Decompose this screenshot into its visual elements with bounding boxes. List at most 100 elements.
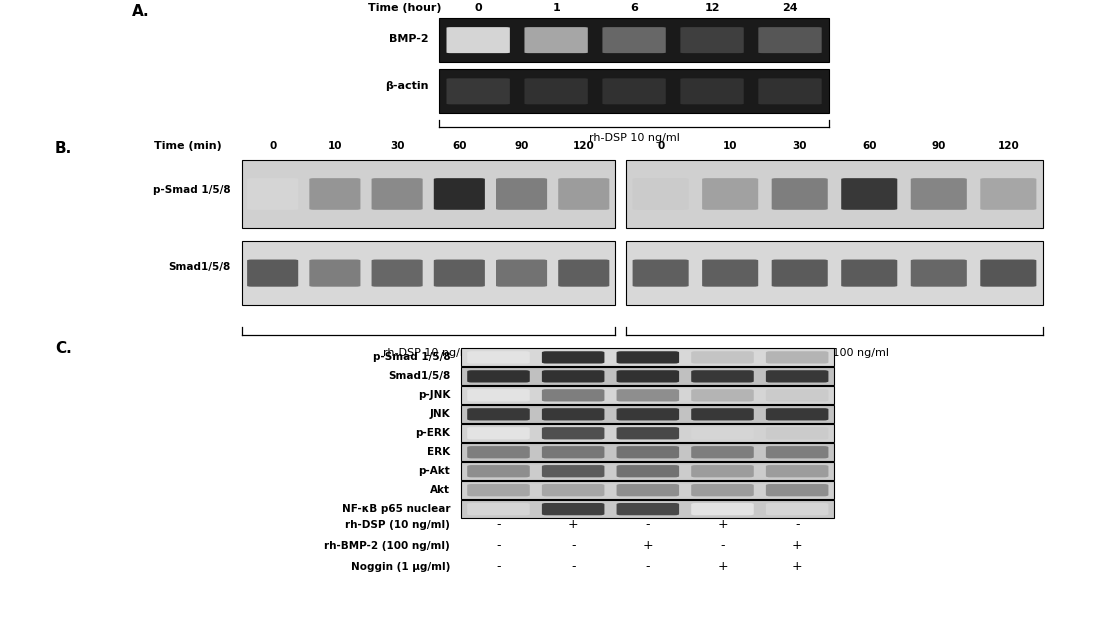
Text: +: + [642,539,653,552]
Text: -: - [496,539,501,552]
FancyBboxPatch shape [434,178,485,210]
Text: 1: 1 [552,3,560,13]
Text: -: - [571,539,575,552]
Text: 60: 60 [862,140,876,150]
Text: rh-BMP-2 (100 ng/ml): rh-BMP-2 (100 ng/ml) [324,541,450,550]
FancyBboxPatch shape [247,178,299,210]
FancyBboxPatch shape [766,484,828,496]
Text: BMP-2: BMP-2 [389,34,428,44]
FancyBboxPatch shape [558,260,609,287]
Text: 6: 6 [630,3,638,13]
Text: -: - [795,518,799,532]
Text: -: - [571,560,575,573]
Text: p-Smad 1/5/8: p-Smad 1/5/8 [372,352,450,362]
FancyBboxPatch shape [692,446,753,459]
FancyBboxPatch shape [766,427,828,440]
Text: p-Akt: p-Akt [418,466,450,476]
FancyBboxPatch shape [617,408,679,420]
Text: Smad1/5/8: Smad1/5/8 [388,371,450,381]
FancyBboxPatch shape [603,79,665,104]
FancyBboxPatch shape [759,79,821,104]
FancyBboxPatch shape [692,503,753,515]
FancyBboxPatch shape [617,351,679,364]
FancyBboxPatch shape [617,389,679,401]
Text: -: - [646,560,650,573]
FancyBboxPatch shape [692,427,753,440]
Text: 0: 0 [657,140,664,150]
FancyBboxPatch shape [617,465,679,477]
Text: 120: 120 [573,140,595,150]
Text: rh-BMP-2 100 ng/ml: rh-BMP-2 100 ng/ml [780,348,889,358]
Bar [242,160,615,228]
FancyBboxPatch shape [632,178,688,210]
Text: 24: 24 [782,3,798,13]
Text: p-Smad 1/5/8: p-Smad 1/5/8 [153,185,231,195]
Bar [461,424,834,442]
FancyBboxPatch shape [468,484,529,496]
Text: 60: 60 [452,140,467,150]
Text: 90: 90 [514,140,529,150]
FancyBboxPatch shape [525,79,587,104]
FancyBboxPatch shape [766,503,828,515]
Bar [461,405,834,423]
FancyBboxPatch shape [692,351,753,364]
FancyBboxPatch shape [542,446,604,459]
Text: 0: 0 [474,3,482,13]
Text: Time (min): Time (min) [154,140,222,150]
Text: 10: 10 [327,140,343,150]
Bar [626,241,1043,305]
FancyBboxPatch shape [617,446,679,459]
FancyBboxPatch shape [617,503,679,515]
Bar [439,69,829,113]
Bar [461,500,834,518]
FancyBboxPatch shape [759,27,821,53]
FancyBboxPatch shape [772,178,828,210]
Text: 30: 30 [390,140,404,150]
Text: +: + [792,539,803,552]
Text: +: + [717,518,728,532]
Text: rh-DSP (10 ng/ml): rh-DSP (10 ng/ml) [345,520,450,530]
FancyBboxPatch shape [766,446,828,459]
FancyBboxPatch shape [542,351,604,364]
Text: 90: 90 [931,140,946,150]
FancyBboxPatch shape [910,178,967,210]
FancyBboxPatch shape [632,260,688,287]
FancyBboxPatch shape [542,465,604,477]
Text: 10: 10 [722,140,738,150]
FancyBboxPatch shape [692,408,753,420]
FancyBboxPatch shape [841,260,897,287]
FancyBboxPatch shape [910,260,967,287]
FancyBboxPatch shape [692,484,753,496]
FancyBboxPatch shape [617,484,679,496]
FancyBboxPatch shape [496,178,547,210]
Text: Time (hour): Time (hour) [368,3,441,13]
Text: rh-DSP 10 ng/ml: rh-DSP 10 ng/ml [383,348,473,358]
FancyBboxPatch shape [603,27,665,53]
Text: β-actin: β-actin [384,81,428,91]
FancyBboxPatch shape [310,260,360,287]
FancyBboxPatch shape [702,178,759,210]
FancyBboxPatch shape [772,260,828,287]
FancyBboxPatch shape [692,370,753,382]
FancyBboxPatch shape [542,370,604,382]
FancyBboxPatch shape [468,465,529,477]
FancyBboxPatch shape [766,389,828,401]
FancyBboxPatch shape [766,408,828,420]
Text: JNK: JNK [429,409,450,420]
Text: Akt: Akt [430,485,450,495]
FancyBboxPatch shape [681,79,743,104]
Text: NF-κB p65 nuclear: NF-κB p65 nuclear [341,504,450,514]
FancyBboxPatch shape [468,351,529,364]
FancyBboxPatch shape [371,178,423,210]
Text: p-JNK: p-JNK [418,391,450,400]
FancyBboxPatch shape [617,427,679,440]
Text: -: - [496,560,501,573]
FancyBboxPatch shape [558,178,609,210]
Text: B.: B. [55,140,72,155]
FancyBboxPatch shape [542,484,604,496]
Bar [626,160,1043,228]
FancyBboxPatch shape [542,389,604,401]
Text: -: - [720,539,725,552]
Bar [461,367,834,386]
FancyBboxPatch shape [766,465,828,477]
